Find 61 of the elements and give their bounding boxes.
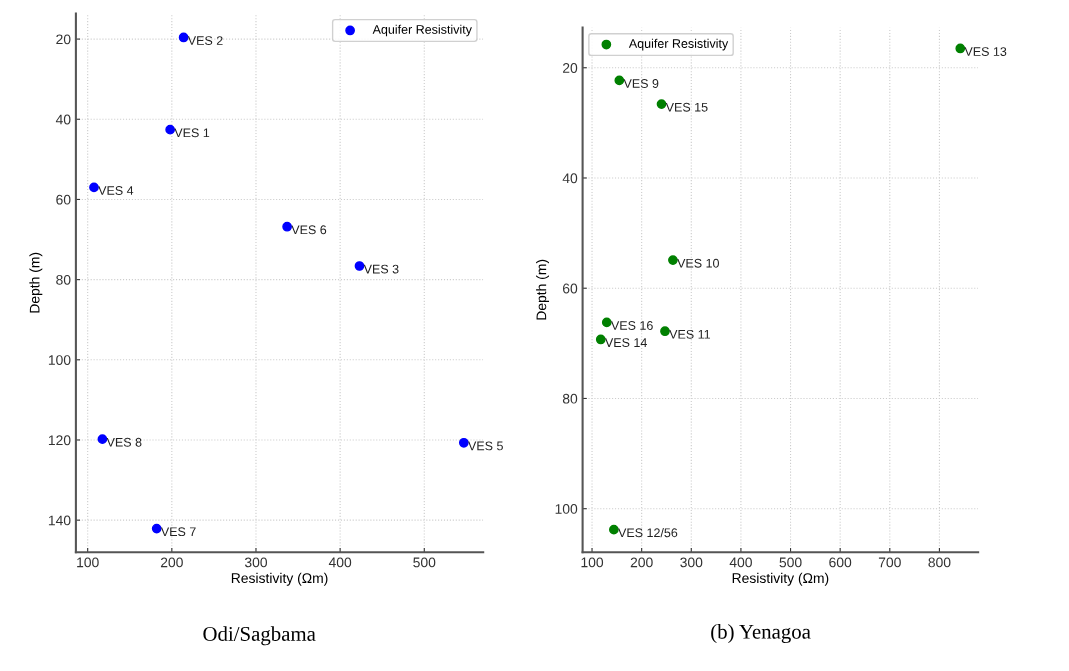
x-tick-label: 200 (630, 557, 653, 568)
y-tick-label: 40 (55, 114, 71, 125)
point (89, 182, 99, 193)
point (660, 326, 670, 337)
y-tick-label: 80 (562, 393, 578, 404)
x-tick-label: 100 (77, 557, 99, 568)
point (656, 99, 667, 109)
legend-label: Aquifer Resistivity (372, 24, 472, 37)
x-axis-title: Resistivity (Ωm) (231, 572, 328, 586)
annotation: VES 16 (610, 321, 653, 330)
point (601, 317, 612, 328)
annotation: VES 15 (665, 102, 708, 112)
annotation: VES 11 (669, 329, 711, 339)
x-tick-label: 500 (779, 557, 802, 568)
y-tick-label: 140 (48, 515, 71, 526)
annotation: VES 7 (160, 527, 196, 537)
x-tick-label: 200 (160, 557, 183, 568)
x-axis-title: Resistivity (Ωm) (732, 572, 829, 586)
point (609, 524, 619, 535)
annotation: VES 6 (291, 225, 327, 235)
y-tick-label: 100 (48, 355, 71, 365)
point (282, 221, 292, 232)
x-tick-label: 300 (244, 557, 268, 568)
y-tick-label: 100 (555, 504, 578, 514)
annotation: VES 2 (187, 36, 223, 45)
annotation: VES 5 (468, 441, 503, 451)
point (595, 334, 606, 345)
x-tick-label: 100 (581, 557, 604, 568)
annotation: VES 12/56 (618, 527, 678, 538)
annotation: VES 1 (174, 128, 210, 138)
y-tick-label: 40 (562, 173, 578, 184)
x-tick-label: 500 (413, 557, 436, 568)
y-tick-label: 20 (56, 34, 71, 45)
x-tick-label: 800 (928, 557, 951, 568)
y-axis-title: Depth (m) (536, 259, 550, 320)
point (151, 523, 162, 534)
y-tick-label: 60 (56, 194, 71, 205)
x-tick-label: 400 (729, 557, 752, 568)
point (354, 261, 365, 271)
annotation: VES 8 (106, 437, 142, 447)
y-tick-label: 80 (56, 274, 71, 285)
x-tick-label: 600 (829, 557, 852, 568)
x-tick-label: 300 (680, 557, 703, 568)
annotation: VES 4 (98, 186, 134, 195)
point (178, 32, 189, 43)
text: (b) Yenagoa (711, 624, 811, 644)
annotation: VES 13 (964, 47, 1007, 56)
annotation: VES 10 (677, 258, 719, 268)
x-tick-label: 400 (328, 557, 352, 568)
point (458, 437, 469, 448)
y-tick-label: 20 (563, 63, 578, 73)
text: Odi/Sagbama (203, 626, 316, 646)
y-tick-label: 120 (48, 435, 71, 446)
annotation: VES 14 (604, 338, 647, 347)
annotation: VES 9 (623, 79, 659, 88)
y-axis-title: Depth (m) (29, 252, 43, 313)
annotation: VES 3 (363, 264, 399, 274)
point (668, 255, 678, 265)
y-tick-label: 60 (563, 283, 578, 294)
legend-label: Aquifer Resistivity (628, 38, 729, 51)
x-tick-label: 700 (878, 557, 901, 568)
